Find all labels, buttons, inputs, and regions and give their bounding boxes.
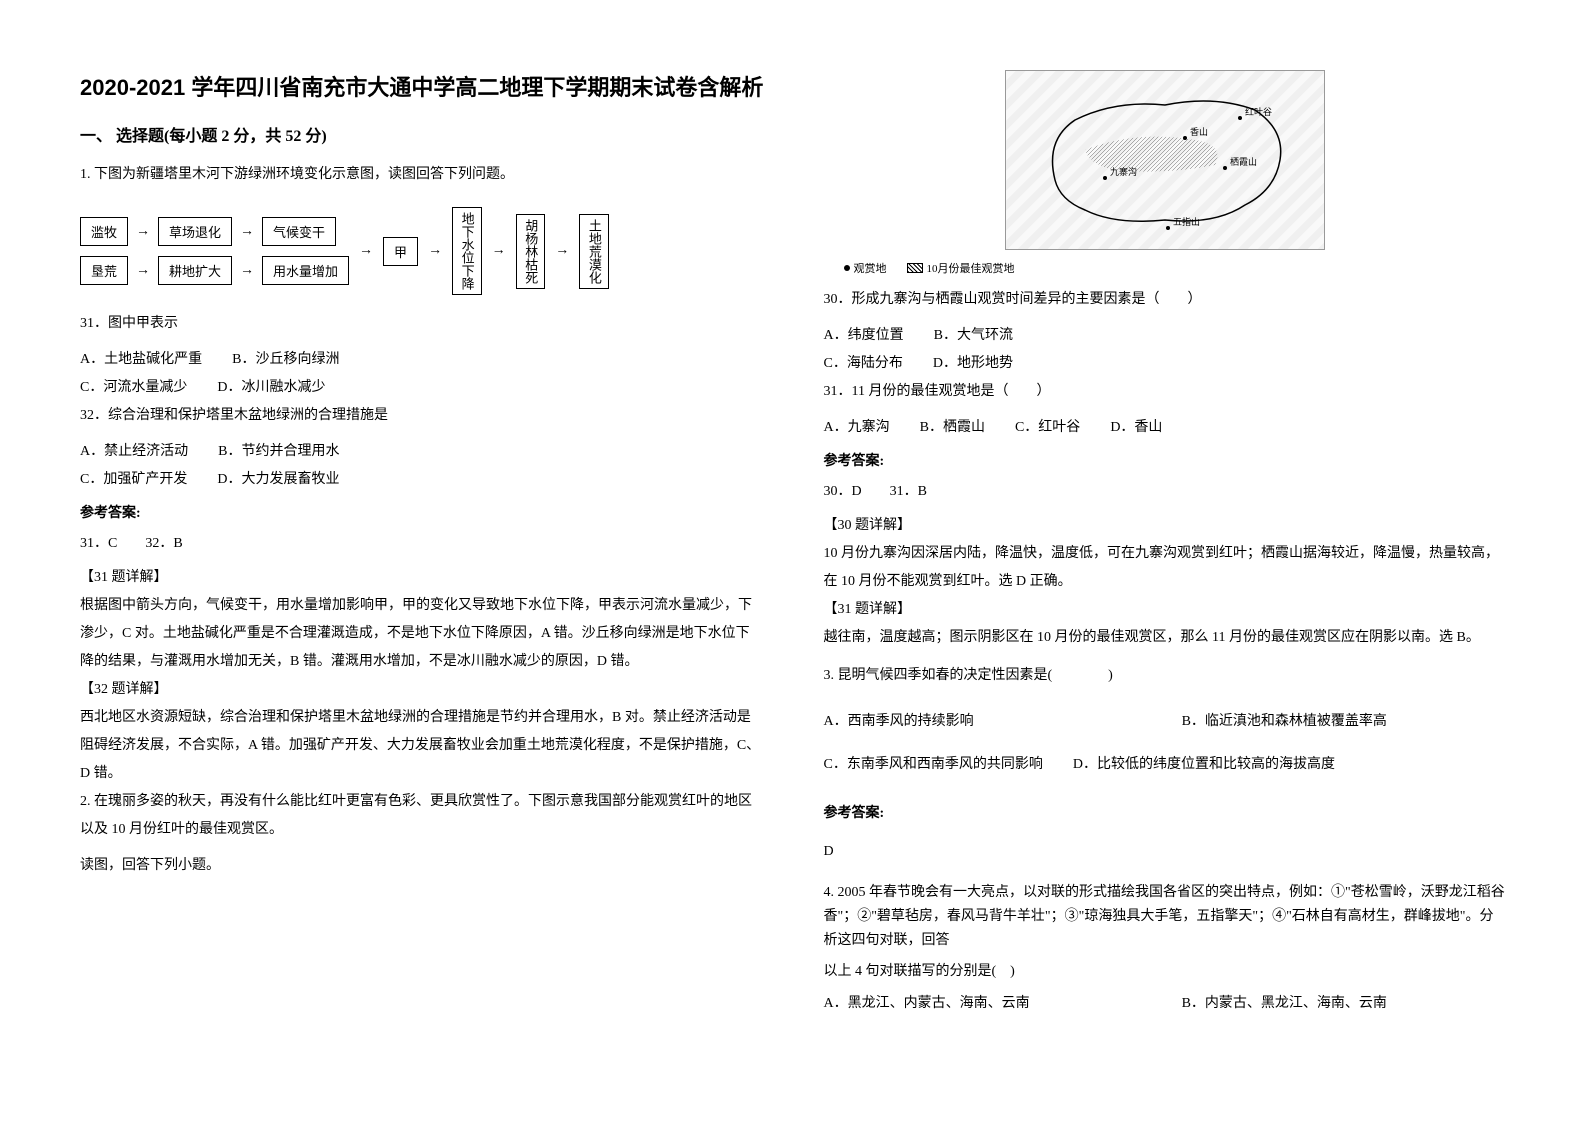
option-item: A．九寨沟 bbox=[824, 414, 890, 442]
diagram-vertical-cell: 地下水位下降 bbox=[452, 207, 482, 295]
option-item: C．东南季风和西南季风的共同影响 bbox=[824, 751, 1043, 779]
diagram-vertical-cell: 胡杨林枯死 bbox=[516, 214, 546, 289]
explain-text: 西北地区水资源短缺，综合治理和保护塔里木盆地绿洲的合理措施是节约并合理用水，B … bbox=[80, 704, 764, 788]
q2-sub31-stem: 31．11 月份的最佳观赏地是（ ） bbox=[824, 378, 1508, 406]
q4-stem: 4. 2005 年春节晚会有一大亮点，以对联的形式描绘我国各省区的突出特点，例如… bbox=[824, 881, 1508, 952]
option-item: A．纬度位置 bbox=[824, 322, 904, 350]
option-row: A．黑龙江、内蒙古、海南、云南 B．内蒙古、黑龙江、海南、云南 bbox=[824, 992, 1508, 1016]
diagram-row-top: 滥牧 → 草场退化 → 气候变干 bbox=[80, 217, 349, 246]
option-row: C．加强矿产开发 D．大力发展畜牧业 bbox=[80, 466, 764, 494]
q3-stem: 3. 昆明气候四季如春的决定性因素是( ) bbox=[824, 662, 1508, 690]
diagram-left-rows: 滥牧 → 草场退化 → 气候变干 垦荒 → 耕地扩大 → 用水量增加 bbox=[80, 217, 349, 285]
arrow-right-icon: → bbox=[134, 224, 152, 240]
explain-text: 10 月份九寨沟因深居内陆，降温快，温度低，可在九寨沟观赏到红叶；栖霞山据海较近… bbox=[824, 540, 1508, 596]
legend-dot-icon bbox=[844, 265, 850, 271]
explain-header: 【32 题详解】 bbox=[80, 676, 764, 704]
option-item: C．红叶谷 bbox=[1015, 414, 1080, 442]
option-item: C．河流水量减少 bbox=[80, 374, 187, 402]
legend-label: 观赏地 bbox=[854, 260, 887, 276]
answer-line: 31．C 32．B bbox=[80, 530, 764, 558]
diagram-cell: 耕地扩大 bbox=[158, 256, 232, 285]
q1-sub32-stem: 32．综合治理和保护塔里木盆地绿洲的合理措施是 bbox=[80, 402, 764, 430]
arrow-right-icon: → bbox=[238, 224, 256, 240]
arrow-right-icon: → bbox=[134, 263, 152, 279]
svg-text:五指山: 五指山 bbox=[1173, 216, 1200, 227]
svg-text:栖霞山: 栖霞山 bbox=[1230, 156, 1257, 167]
diagram-cell: 气候变干 bbox=[262, 217, 336, 246]
explain-header: 【30 题详解】 bbox=[824, 512, 1508, 540]
option-item: B．临近滇池和森林植被覆盖率高 bbox=[1182, 708, 1387, 736]
arrow-right-icon: → bbox=[426, 243, 444, 259]
arrow-right-icon: → bbox=[553, 243, 571, 259]
diagram-cell: 滥牧 bbox=[80, 217, 128, 246]
diagram-vertical-cell: 土地荒漠化 bbox=[579, 214, 609, 289]
q1-sub31-stem: 31．图中甲表示 bbox=[80, 310, 764, 338]
option-row: A．禁止经济活动 B．节约并合理用水 bbox=[80, 438, 764, 466]
answer-line: 30．D 31．B bbox=[824, 478, 1508, 506]
option-item: B．节约并合理用水 bbox=[218, 438, 339, 466]
option-item: D．冰川融水减少 bbox=[217, 374, 325, 402]
option-item: B．内蒙古、黑龙江、海南、云南 bbox=[1182, 992, 1387, 1016]
option-item: A．西南季风的持续影响 bbox=[824, 708, 1152, 736]
q2-stem: 2. 在瑰丽多姿的秋天，再没有什么能比红叶更富有色彩、更具欣赏性了。下图示意我国… bbox=[80, 788, 764, 844]
legend-item: 观赏地 bbox=[844, 260, 887, 276]
arrow-right-icon: → bbox=[238, 263, 256, 279]
option-item: C．加强矿产开发 bbox=[80, 466, 187, 494]
svg-text:香山: 香山 bbox=[1190, 127, 1208, 137]
explain-header: 【31 题详解】 bbox=[824, 596, 1508, 624]
diagram-center-cell: 甲 bbox=[383, 237, 418, 266]
option-item: A．禁止经济活动 bbox=[80, 438, 188, 466]
option-row: C．河流水量减少 D．冰川融水减少 bbox=[80, 374, 764, 402]
arrow-right-icon: → bbox=[357, 243, 375, 259]
option-row: A．西南季风的持续影响 B．临近滇池和森林植被覆盖率高 bbox=[824, 708, 1508, 736]
option-row: C．东南季风和西南季风的共同影响 D．比较低的纬度位置和比较高的海拔高度 bbox=[824, 751, 1508, 779]
legend-item: 10月份最佳观赏地 bbox=[907, 260, 1015, 276]
map-legend: 观赏地 10月份最佳观赏地 bbox=[844, 260, 1508, 276]
q1-stem: 1. 下图为新疆塔里木河下游绿洲环境变化示意图，读图回答下列问题。 bbox=[80, 161, 764, 189]
option-item: C．海陆分布 bbox=[824, 350, 903, 378]
section-header: 一、 选择题(每小题 2 分，共 52 分) bbox=[80, 122, 764, 146]
explain-text: 越往南，温度越高；图示阴影区在 10 月份的最佳观赏区，那么 11 月份的最佳观… bbox=[824, 624, 1508, 652]
answer-header: 参考答案: bbox=[80, 502, 764, 522]
option-row: A．九寨沟 B．栖霞山 C．红叶谷 D．香山 bbox=[824, 414, 1508, 442]
answer-header: 参考答案: bbox=[824, 450, 1508, 470]
q4-sub: 以上 4 句对联描写的分别是( ) bbox=[824, 960, 1508, 984]
explain-text: 根据图中箭头方向，气候变干，用水量增加影响甲，甲的变化又导致地下水位下降，甲表示… bbox=[80, 592, 764, 676]
option-row: A．土地盐碱化严重 B．沙丘移向绿洲 bbox=[80, 346, 764, 374]
q2-sub30-stem: 30．形成九寨沟与栖霞山观赏时间差异的主要因素是（ ） bbox=[824, 286, 1508, 314]
explain-header: 【31 题详解】 bbox=[80, 564, 764, 592]
diagram-row-bottom: 垦荒 → 耕地扩大 → 用水量增加 bbox=[80, 256, 349, 285]
q1-diagram: 滥牧 → 草场退化 → 气候变干 垦荒 → 耕地扩大 → 用水量增加 → 甲 →… bbox=[80, 207, 764, 295]
diagram-cell: 用水量增加 bbox=[262, 256, 349, 285]
right-column: 红叶谷 香山 栖霞山 九寨沟 五指山 观赏地 10月份最佳观赏地 bbox=[824, 70, 1508, 1052]
option-item: D．地形地势 bbox=[933, 350, 1013, 378]
option-item: D．大力发展畜牧业 bbox=[217, 466, 339, 494]
china-map-figure: 红叶谷 香山 栖霞山 九寨沟 五指山 bbox=[1005, 70, 1325, 250]
arrow-right-icon: → bbox=[490, 243, 508, 259]
option-item: B．栖霞山 bbox=[920, 414, 985, 442]
diagram-cell: 草场退化 bbox=[158, 217, 232, 246]
q2-read: 读图，回答下列小题。 bbox=[80, 852, 764, 880]
exam-title: 2020-2021 学年四川省南充市大通中学高二地理下学期期末试卷含解析 bbox=[80, 70, 764, 102]
option-item: B．大气环流 bbox=[934, 322, 1013, 350]
option-item: B．沙丘移向绿洲 bbox=[232, 346, 339, 374]
option-item: D．香山 bbox=[1110, 414, 1162, 442]
legend-hatch-icon bbox=[907, 263, 923, 273]
option-item: A．土地盐碱化严重 bbox=[80, 346, 202, 374]
option-item: D．比较低的纬度位置和比较高的海拔高度 bbox=[1073, 751, 1335, 779]
answer-line: D bbox=[824, 838, 1508, 866]
left-column: 2020-2021 学年四川省南充市大通中学高二地理下学期期末试卷含解析 一、 … bbox=[80, 70, 764, 1052]
option-row: C．海陆分布 D．地形地势 bbox=[824, 350, 1508, 378]
legend-label: 10月份最佳观赏地 bbox=[927, 260, 1015, 276]
option-item: A．黑龙江、内蒙古、海南、云南 bbox=[824, 992, 1152, 1016]
svg-text:红叶谷: 红叶谷 bbox=[1245, 106, 1272, 117]
diagram-cell: 垦荒 bbox=[80, 256, 128, 285]
option-row: A．纬度位置 B．大气环流 bbox=[824, 322, 1508, 350]
answer-header: 参考答案: bbox=[824, 802, 1508, 822]
